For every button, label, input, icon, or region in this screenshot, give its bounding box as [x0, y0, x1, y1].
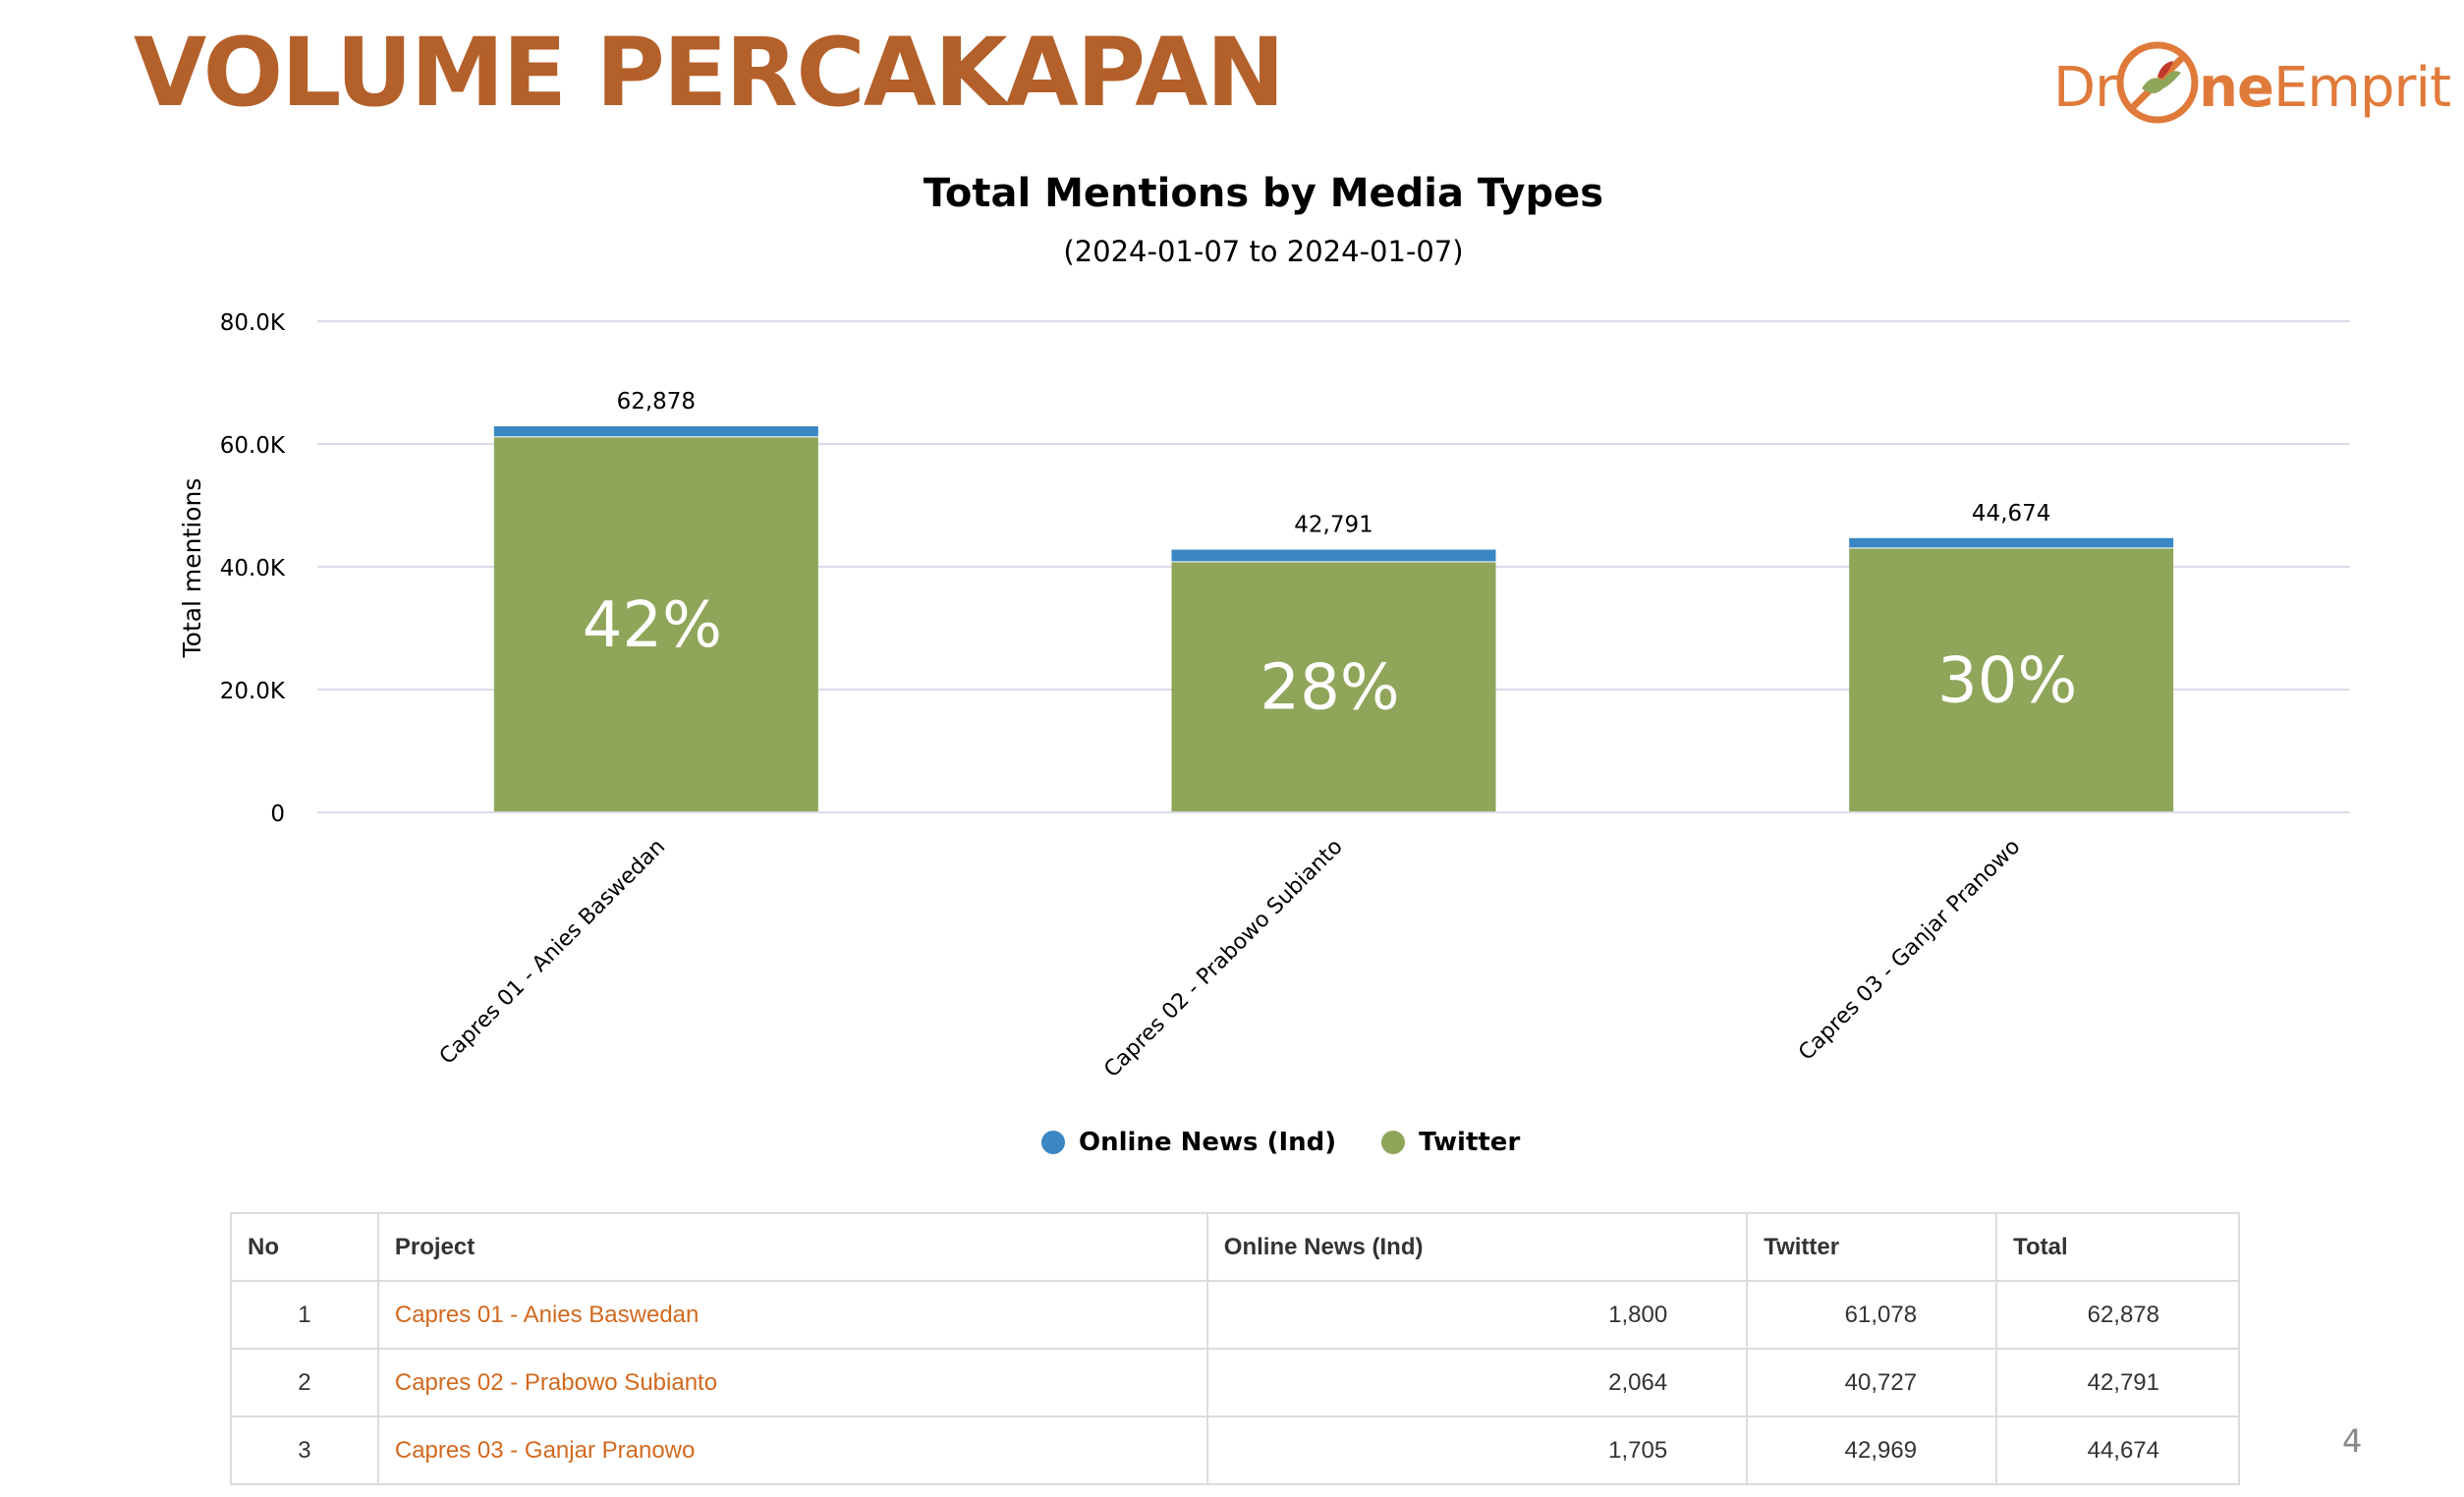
- cell-no: 3: [230, 1415, 379, 1485]
- cell-project-link[interactable]: Capres 03 - Ganjar Pranowo: [376, 1415, 1208, 1485]
- x-tick-label: Capres 03 - Ganjar Pranowo: [1794, 835, 2025, 1066]
- chart-legend: Online News (Ind) Twitter: [1041, 1128, 1520, 1157]
- cell-twitter: 40,727: [1746, 1348, 1998, 1417]
- bar-share-label: 30%: [1937, 645, 2077, 718]
- bar-segment-online-news-ind: [1171, 549, 1496, 562]
- cell-total: 44,674: [1995, 1415, 2240, 1485]
- chart-subtitle: (2024-01-07 to 2024-01-07): [1063, 235, 1463, 268]
- bar-share-label: 28%: [1260, 652, 1399, 725]
- stacked-bar-chart: Total Mentions by Media Types (2024-01-0…: [178, 171, 2350, 1082]
- bar-share-label: 42%: [583, 589, 722, 662]
- column-header-twitter: Twitter: [1746, 1212, 1998, 1282]
- bar-total-label: 62,878: [617, 389, 696, 415]
- column-header-total: Total: [1995, 1212, 2240, 1282]
- bar-segment-online-news-ind: [493, 426, 818, 437]
- bar-total-label: 42,791: [1294, 513, 1372, 538]
- cell-total: 62,878: [1995, 1280, 2240, 1350]
- bar-total-label: 44,674: [1972, 501, 2050, 527]
- y-axis-label: Total mentions: [178, 478, 206, 659]
- x-tick-label: Capres 02 - Prabowo Subianto: [1099, 835, 1347, 1082]
- legend-swatch-online-news: [1041, 1131, 1065, 1154]
- bar-segment-twitter: [493, 437, 818, 811]
- cell-no: 2: [230, 1348, 379, 1417]
- legend-label: Online News (Ind): [1079, 1128, 1337, 1157]
- table-row: 3 Capres 03 - Ganjar Pranowo 1,705 42,96…: [230, 1415, 2240, 1485]
- cell-online-news: 1,705: [1205, 1415, 1749, 1485]
- cell-online-news: 1,800: [1205, 1280, 1749, 1350]
- table-row: 1 Capres 01 - Anies Baswedan 1,800 61,07…: [230, 1280, 2240, 1350]
- legend-swatch-twitter: [1381, 1131, 1406, 1154]
- cell-no: 1: [230, 1280, 379, 1350]
- cell-total: 42,791: [1995, 1348, 2240, 1417]
- y-tick-label: 60.0K: [220, 433, 286, 459]
- page-number: 4: [2342, 1422, 2363, 1460]
- logo-text-part1: Dr: [2053, 56, 2117, 120]
- y-tick-label: 80.0K: [220, 310, 286, 336]
- bar-segment-twitter: [1171, 562, 1496, 811]
- table-header-row: No Project Online News (Ind) Twitter Tot…: [230, 1212, 2240, 1282]
- legend-item-twitter[interactable]: Twitter: [1381, 1128, 1520, 1157]
- bar-segment-twitter: [1849, 548, 2174, 811]
- legend-item-online-news[interactable]: Online News (Ind): [1041, 1128, 1336, 1157]
- cell-twitter: 42,969: [1746, 1415, 1998, 1485]
- cell-project-link[interactable]: Capres 02 - Prabowo Subianto: [376, 1348, 1208, 1417]
- y-tick-label: 40.0K: [220, 556, 286, 582]
- drone-icon: [2116, 41, 2199, 124]
- column-header-project: Project: [376, 1212, 1208, 1282]
- column-header-online-news: Online News (Ind): [1205, 1212, 1749, 1282]
- bar-segment-online-news-ind: [1849, 537, 2174, 548]
- x-tick-label: Capres 01 - Anies Baswedan: [435, 835, 670, 1070]
- cell-project-link[interactable]: Capres 01 - Anies Baswedan: [376, 1280, 1208, 1350]
- cell-online-news: 2,064: [1205, 1348, 1749, 1417]
- mentions-table: No Project Online News (Ind) Twitter Tot…: [230, 1212, 2240, 1485]
- chart-title: Total Mentions by Media Types: [924, 171, 1603, 216]
- table-row: 2 Capres 02 - Prabowo Subianto 2,064 40,…: [230, 1348, 2240, 1417]
- logo-text-part2: ne: [2199, 56, 2274, 120]
- cell-twitter: 61,078: [1746, 1280, 1998, 1350]
- drone-emprit-logo: Dr neEmprit: [2053, 20, 2451, 124]
- y-tick-label: 0: [270, 802, 285, 827]
- column-header-no: No: [230, 1212, 379, 1282]
- legend-label: Twitter: [1419, 1128, 1521, 1157]
- slide-title: VOLUME PERCAKAPAN: [134, 18, 1285, 128]
- logo-text-part3: Emprit: [2273, 56, 2451, 120]
- y-tick-label: 20.0K: [220, 679, 286, 704]
